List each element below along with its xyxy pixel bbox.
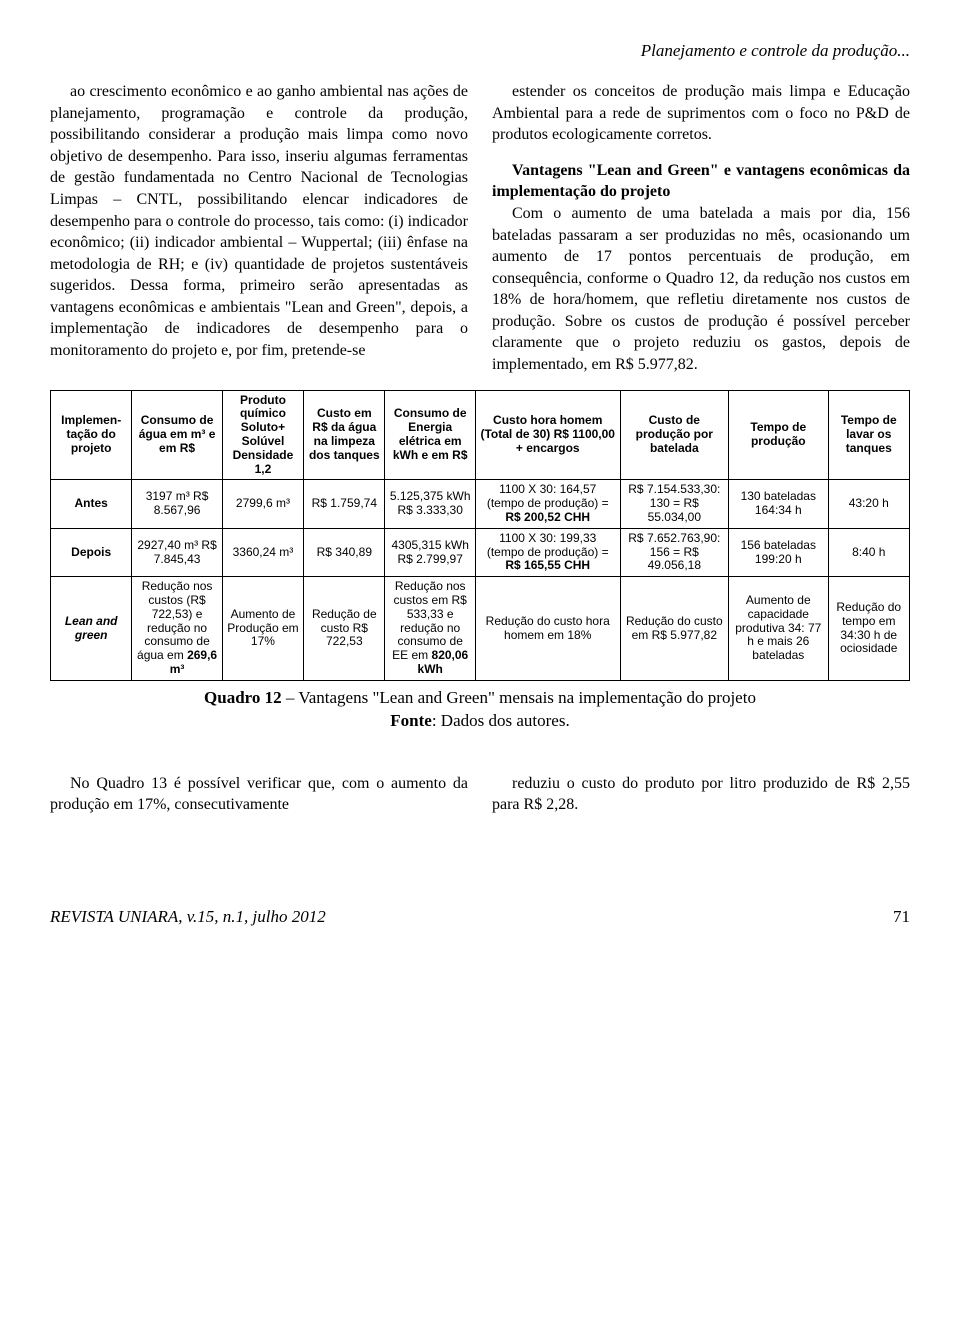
cell: Redução nos custos (R$ 722,53) e redução… bbox=[132, 577, 222, 681]
cell: 5.125,375 kWh R$ 3.333,30 bbox=[385, 480, 475, 528]
cell: Redução do custo hora homem em 18% bbox=[475, 577, 620, 681]
th-custo-agua: Custo em R$ da água na limpeza dos tanqu… bbox=[304, 390, 385, 480]
table-caption: Quadro 12 – Vantagens "Lean and Green" m… bbox=[50, 687, 910, 733]
cell: R$ 1.759,74 bbox=[304, 480, 385, 528]
cell: 2927,40 m³ R$ 7.845,43 bbox=[132, 528, 222, 576]
cell: R$ 340,89 bbox=[304, 528, 385, 576]
cell: 8:40 h bbox=[828, 528, 909, 576]
cell: 2799,6 m³ bbox=[222, 480, 303, 528]
th-quimico: Produto químico Soluto+ Solúvel Densidad… bbox=[222, 390, 303, 480]
para-col2-2: Com o aumento de uma batelada a mais por… bbox=[492, 203, 910, 376]
th-hora-homem: Custo hora homem (Total de 30) R$ 1100,0… bbox=[475, 390, 620, 480]
cell: 1100 X 30: 164,57 (tempo de produção) = … bbox=[475, 480, 620, 528]
th-agua: Consumo de água em m³ e em R$ bbox=[132, 390, 222, 480]
after-p2: reduziu o custo do produto por litro pro… bbox=[492, 773, 910, 816]
th-energia: Consumo de Energia elétrica em kWh e em … bbox=[385, 390, 475, 480]
body-columns-after: No Quadro 13 é possível verificar que, c… bbox=[50, 773, 910, 816]
cell: 3197 m³ R$ 8.567,96 bbox=[132, 480, 222, 528]
row-label: Antes bbox=[51, 480, 132, 528]
cell: Redução do tempo em 34:30 h de ociosidad… bbox=[828, 577, 909, 681]
th-tempo-lavar: Tempo de lavar os tanques bbox=[828, 390, 909, 480]
para-col2-1: estender os conceitos de produção mais l… bbox=[492, 81, 910, 146]
th-tempo-prod: Tempo de produção bbox=[729, 390, 828, 480]
page-number: 71 bbox=[893, 906, 910, 929]
page-footer: REVISTA UNIARA, v.15, n.1, julho 2012 71 bbox=[50, 906, 910, 929]
table-row: Antes 3197 m³ R$ 8.567,96 2799,6 m³ R$ 1… bbox=[51, 480, 910, 528]
quadro-12-table: Implemen-tação do projeto Consumo de águ… bbox=[50, 390, 910, 681]
cell: Redução do custo em R$ 5.977,82 bbox=[620, 577, 729, 681]
cell: 4305,315 kWh R$ 2.799,97 bbox=[385, 528, 475, 576]
table-row: Lean and green Redução nos custos (R$ 72… bbox=[51, 577, 910, 681]
cell: Redução de custo R$ 722,53 bbox=[304, 577, 385, 681]
cell: 1100 X 30: 199,33 (tempo de produção) = … bbox=[475, 528, 620, 576]
cell: Aumento de Produção em 17% bbox=[222, 577, 303, 681]
cell: 130 bateladas 164:34 h bbox=[729, 480, 828, 528]
table-row: Depois 2927,40 m³ R$ 7.845,43 3360,24 m³… bbox=[51, 528, 910, 576]
cell: 3360,24 m³ bbox=[222, 528, 303, 576]
cell: R$ 7.154.533,30: 130 = R$ 55.034,00 bbox=[620, 480, 729, 528]
para-col1: ao crescimento econômico e ao ganho ambi… bbox=[50, 81, 468, 362]
cell: 156 bateladas 199:20 h bbox=[729, 528, 828, 576]
section-heading: Vantagens "Lean and Green" e vantagens e… bbox=[492, 160, 910, 203]
th-impl: Implemen-tação do projeto bbox=[51, 390, 132, 480]
after-p1: No Quadro 13 é possível verificar que, c… bbox=[50, 773, 468, 816]
cell: 43:20 h bbox=[828, 480, 909, 528]
row-label: Lean and green bbox=[51, 577, 132, 681]
body-columns: ao crescimento econômico e ao ganho ambi… bbox=[50, 81, 910, 376]
cell: Aumento de capacidade produtiva 34: 77 h… bbox=[729, 577, 828, 681]
cell: R$ 7.652.763,90: 156 = R$ 49.056,18 bbox=[620, 528, 729, 576]
row-label: Depois bbox=[51, 528, 132, 576]
th-custo-batelada: Custo de produção por batelada bbox=[620, 390, 729, 480]
spacer bbox=[492, 146, 910, 160]
running-header: Planejamento e controle da produção... bbox=[50, 40, 910, 63]
cell: Redução nos custos em R$ 533,33 e reduçã… bbox=[385, 577, 475, 681]
table-header-row: Implemen-tação do projeto Consumo de águ… bbox=[51, 390, 910, 480]
journal-ref: REVISTA UNIARA, v.15, n.1, julho 2012 bbox=[50, 906, 326, 929]
